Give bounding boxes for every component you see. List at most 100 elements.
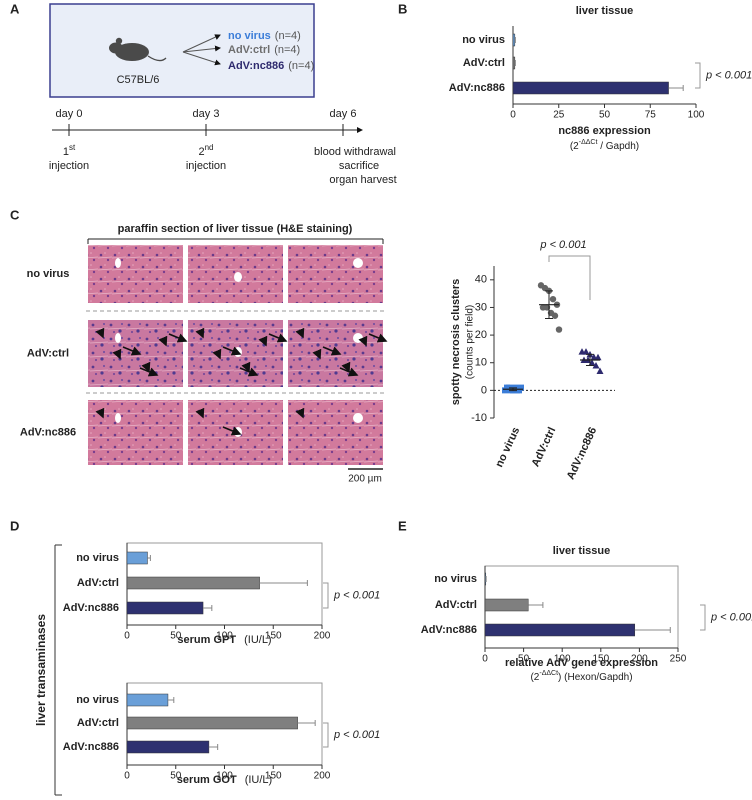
arrow — [295, 327, 305, 339]
error-bar — [514, 37, 516, 43]
arrow — [222, 426, 242, 436]
panel-label: A — [10, 1, 20, 16]
category-label: AdV:nc886 — [63, 602, 119, 614]
side-label: liver transaminases — [34, 614, 48, 726]
y-axis-label: spotty necrosis clusters — [450, 279, 462, 406]
sublabel-part: -ΔΔCt — [579, 139, 598, 146]
bar — [484, 598, 529, 612]
panel-label: B — [398, 1, 407, 16]
significance-bracket — [695, 62, 701, 89]
bar — [512, 56, 516, 70]
x-axis-label: serum GOT (IU/L) — [177, 774, 272, 786]
category-label: no virus — [462, 34, 505, 46]
category-label: AdV:ctrl — [435, 599, 477, 611]
bar — [126, 576, 260, 590]
histology-image — [88, 320, 183, 387]
x-axis-label: nc886 expression — [558, 125, 651, 137]
point — [551, 312, 559, 319]
group-arrows — [182, 34, 221, 66]
category-label: no virus — [76, 552, 119, 564]
group-n: (n=4) — [275, 30, 301, 42]
x-tick-label: 200 — [314, 631, 331, 642]
point — [592, 361, 600, 369]
bar — [512, 33, 516, 47]
x-tick-label: 200 — [631, 654, 648, 665]
y-tick-label: 0 — [481, 384, 487, 396]
x-axis-title: serum GPT — [177, 634, 236, 646]
p-value: p < 0.001 — [710, 611, 752, 623]
category-label: AdV:ctrl — [463, 57, 505, 69]
bar — [126, 601, 204, 615]
bar — [484, 623, 636, 637]
x-tick-label: 50 — [599, 110, 611, 121]
point — [555, 326, 563, 333]
p-value: p < 0.001 — [333, 729, 380, 741]
arrow — [368, 333, 388, 343]
y-tick-label: 40 — [475, 274, 487, 286]
x-axis-title: serum GOT — [177, 774, 237, 786]
x-tick-label: 0 — [124, 771, 130, 782]
x-tick-label: 200 — [314, 771, 331, 782]
day-label: day 6 — [330, 108, 357, 120]
group-label: AdV:nc886 (n=4) — [228, 60, 314, 72]
sublabel-part: ) (Hexon/Gapdh) — [558, 672, 632, 683]
ordinal: 1st — [63, 143, 76, 158]
x-axis-label: relative AdV gene expression — [505, 657, 658, 669]
x-axis-label: serum GPT (IU/L) — [177, 634, 271, 646]
category-label: no virus — [493, 425, 522, 469]
x-axis-unit: (IU/L) — [244, 634, 272, 646]
significance-bracket — [323, 582, 329, 609]
vessel — [115, 333, 121, 343]
bar — [512, 81, 669, 95]
x-tick-label: 75 — [645, 110, 657, 121]
category-label: AdV:nc886 — [421, 624, 477, 636]
point — [582, 348, 590, 355]
significance-bracket — [548, 255, 591, 300]
x-tick-label: 50 — [170, 631, 182, 642]
category-label: AdV:nc886 — [63, 741, 119, 753]
category-label: AdV:nc886 — [565, 425, 600, 481]
error-bar — [514, 60, 516, 66]
arrow — [112, 348, 122, 360]
chart-title: liver tissue — [576, 5, 633, 17]
mouse-icon — [109, 37, 167, 62]
event-label: injection — [49, 160, 89, 172]
error-bar — [208, 744, 219, 750]
day-label: day 3 — [193, 108, 220, 120]
event-label: organ harvest — [329, 174, 396, 186]
bar — [126, 716, 298, 730]
sublabel-part: / Gapdh) — [597, 141, 639, 152]
group-label: no virus (n=4) — [228, 30, 301, 42]
group-name: AdV:nc886 — [228, 60, 284, 72]
sd-bar — [586, 353, 594, 366]
y-tick-label: -10 — [471, 412, 487, 424]
strain-label: C57BL/6 — [117, 74, 160, 86]
p-value: p < 0.001 — [539, 239, 586, 251]
category-label: no virus — [76, 694, 119, 706]
x-axis-title: relative AdV gene expression — [505, 657, 658, 669]
y-tick-label: 10 — [475, 357, 487, 369]
point — [596, 367, 604, 375]
arrow — [222, 346, 242, 356]
arrow — [195, 327, 205, 339]
x-tick-label: 100 — [216, 631, 233, 642]
error-bar — [634, 627, 671, 633]
ordinal-number: 1 — [63, 146, 69, 158]
arrow — [168, 333, 188, 343]
panel-label: D — [10, 518, 19, 533]
x-tick-label: 50 — [518, 654, 530, 665]
bar — [126, 693, 169, 707]
ordinal: 2nd — [198, 143, 213, 158]
arrow — [212, 348, 222, 360]
point — [594, 353, 602, 361]
event-label: injection — [186, 160, 226, 172]
category-label: AdV:ctrl — [77, 577, 119, 589]
event-label: blood withdrawal — [314, 146, 396, 158]
x-tick-label: 150 — [265, 771, 282, 782]
timeline-ticks — [68, 124, 344, 136]
arrow — [339, 367, 359, 377]
x-axis-sublabel: (2-ΔΔCt) (Hexon/Gapdh) — [530, 670, 632, 683]
sd-bar — [509, 387, 517, 392]
x-tick-label: 0 — [510, 110, 516, 121]
